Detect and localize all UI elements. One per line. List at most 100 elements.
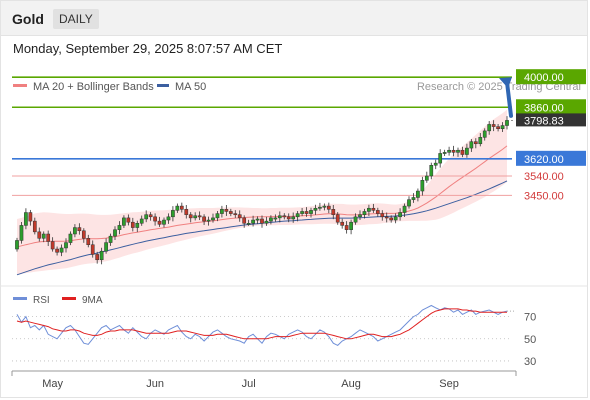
candle-body [470,142,473,148]
candle-body [260,219,263,223]
candle-body [278,216,281,218]
candle-body [149,215,152,217]
candle-body [64,243,67,248]
candle-body [367,208,370,211]
candle-body [113,230,116,236]
candle-body [207,220,210,221]
candle-body [456,150,459,152]
candle-body [220,209,223,213]
candle-body [349,222,352,230]
candle-body [492,124,495,126]
candle-body [341,222,344,225]
candle-body [211,218,214,220]
candle-body [381,214,384,217]
candle-body [336,215,339,223]
legend-swatch-ma50 [157,84,169,87]
candle-body [305,211,308,213]
candle-body [51,242,54,250]
candle-body [234,214,237,215]
candle-body [109,236,112,242]
candle-body [318,207,321,208]
candle-body [87,238,90,244]
candle-body [216,214,219,218]
legend-ma50: MA 50 [175,81,206,93]
candle-body [452,150,455,152]
x-label-Sep: Sep [439,378,459,390]
candle-body [33,221,36,232]
candle-body [198,216,201,217]
candle-body [20,225,23,240]
candle-body [122,218,125,226]
candle-body [265,221,268,223]
candle-body [416,191,419,197]
candle-body [443,152,446,153]
candle-body [296,214,299,217]
candle-body [488,124,491,130]
candle-body [461,150,464,154]
candle-body [104,243,107,252]
candle-body [180,206,183,209]
candle-body [29,213,32,222]
candle-body [309,210,312,213]
candle-body [385,217,388,218]
candle-body [243,218,246,223]
candle-body [194,216,197,218]
candle-body [55,249,58,252]
candle-body [229,211,232,213]
candle-body [69,234,72,243]
last-price-label: 3798.83 [524,115,564,127]
candle-body [332,209,335,214]
candle-body [447,150,450,152]
candle-body [96,254,99,259]
candle-body [501,126,504,129]
candle-body [430,165,433,176]
rsi-9ma-line [17,309,507,339]
candle-body [185,209,188,214]
candle-body [225,209,228,211]
legend-rsi: RSI [33,295,50,306]
candle-body [505,120,508,125]
candle-body [372,208,375,210]
candle-body [251,220,254,223]
rsi-tick-30: 30 [524,356,536,368]
legend-bollinger: MA 20 + Bollinger Bands [33,81,154,93]
candle-body [140,219,143,223]
candle-body [136,223,139,227]
candle-body [434,163,437,165]
candle-body [283,216,286,217]
candle-body [398,213,401,217]
candle-body [100,251,103,260]
candle-body [496,127,499,129]
level-label-3540.00: 3540.00 [524,171,564,183]
candle-body [158,221,161,224]
candle-body [60,248,63,252]
candle-body [167,217,170,220]
rsi-tick-70: 70 [524,312,536,324]
candle-body [153,217,156,221]
candle-body [73,228,76,234]
candle-body [412,197,415,199]
candle-body [327,206,330,209]
legend-swatch-rsi [13,297,27,300]
candle-body [314,208,317,210]
candle-body [78,228,81,231]
candle-body [47,234,50,242]
candle-body [483,131,486,137]
candle-body [407,200,410,206]
legend-swatch-9ma [62,297,76,300]
candle-body [479,137,482,143]
candle-body [363,211,366,214]
candle-body [15,240,18,249]
x-label-Aug: Aug [341,378,361,390]
candle-body [131,222,134,227]
candle-body [238,215,241,218]
candle-body [91,245,94,255]
candle-body [274,218,277,219]
level-label-3620.00: 3620.00 [524,154,564,166]
rsi-tick-50: 50 [524,334,536,346]
candle-body [354,217,357,222]
candle-body [465,148,468,154]
bollinger-band [17,110,507,275]
candle-body [421,180,424,191]
